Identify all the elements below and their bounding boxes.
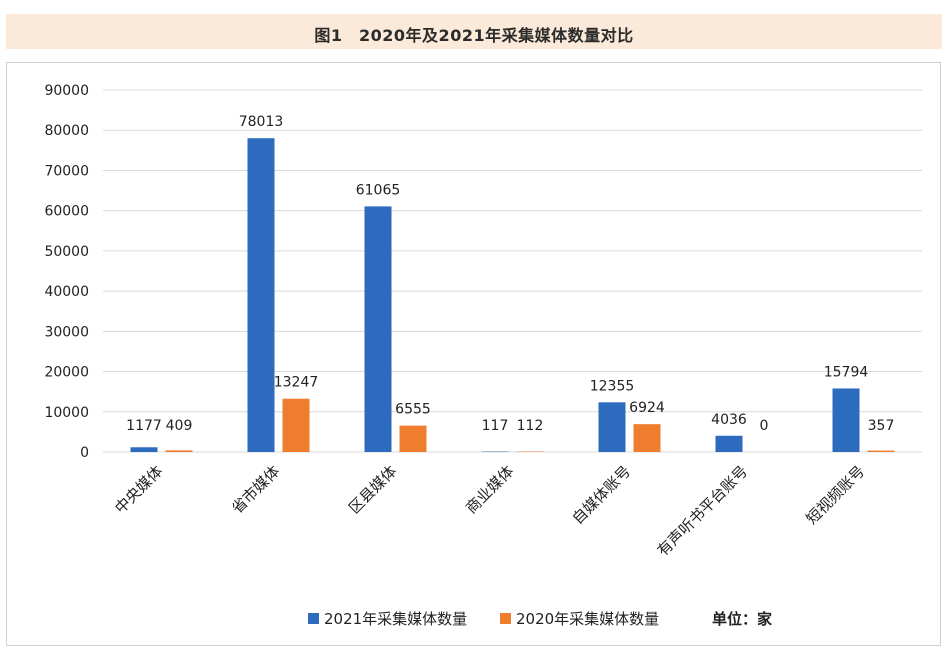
- y-tick-label: 10000: [44, 405, 89, 421]
- bar: [165, 450, 193, 452]
- x-category-label: 省市媒体: [228, 462, 283, 517]
- caption-bar: 图1 2020年及2021年采集媒体数量对比: [6, 14, 942, 49]
- data-label: 357: [868, 418, 895, 434]
- y-tick-label: 70000: [44, 163, 89, 179]
- y-axis-ticks: 0 10000 20000 30000 40000 50000 60000 70000 8000…: [44, 83, 89, 461]
- legend-label-2021: 2021年采集媒体数量: [324, 610, 467, 628]
- data-label: 15794: [824, 364, 869, 380]
- data-label: 6555: [395, 402, 431, 418]
- bar: [247, 138, 275, 453]
- data-label: 409: [166, 418, 193, 434]
- data-label: 61065: [356, 182, 401, 198]
- x-category-label: 自媒体账号: [569, 462, 635, 528]
- data-labels: 1177 409 78013 13247 61065 6555 117 112 12355 692…: [126, 114, 894, 434]
- x-category-label: 商业媒体: [462, 462, 517, 517]
- data-label: 13247: [274, 375, 319, 391]
- bar: [715, 435, 743, 452]
- y-tick-label: 0: [80, 445, 89, 461]
- data-label: 112: [517, 418, 544, 434]
- bar: [399, 425, 427, 452]
- data-label: 12355: [590, 378, 635, 394]
- y-tick-label: 80000: [44, 123, 89, 139]
- figure-caption: 图1 2020年及2021年采集媒体数量对比: [314, 26, 634, 45]
- y-tick-label: 50000: [44, 244, 89, 260]
- chart-frame: [6, 62, 941, 646]
- legend: 2021年采集媒体数量 2020年采集媒体数量 单位：家: [308, 610, 772, 628]
- x-category-label: 区县媒体: [345, 462, 400, 517]
- bar: [598, 402, 626, 452]
- bar: [832, 388, 860, 452]
- x-category-label: 有声听书平台账号: [654, 462, 752, 560]
- bar: [364, 206, 392, 452]
- category-labels: 中央媒体 省市媒体 区县媒体 商业媒体 自媒体账号 有声听书平台账号 短视频账号: [111, 462, 868, 560]
- legend-label-2020: 2020年采集媒体数量: [516, 610, 659, 628]
- data-label: 78013: [239, 114, 284, 130]
- data-label: 1177: [126, 418, 162, 434]
- x-category-label: 中央媒体: [111, 462, 166, 517]
- x-category-label: 短视频账号: [803, 462, 869, 528]
- legend-swatch-2020: [500, 613, 511, 624]
- legend-swatch-2021: [308, 613, 319, 624]
- y-tick-label: 20000: [44, 365, 89, 381]
- bar: [633, 424, 661, 452]
- data-label: 6924: [629, 400, 665, 416]
- gridlines: [103, 89, 922, 453]
- bar: [130, 447, 158, 452]
- bars: [130, 138, 895, 453]
- unit-note: 单位：家: [712, 610, 772, 628]
- data-label: 0: [760, 418, 769, 434]
- y-tick-label: 90000: [44, 83, 89, 99]
- data-label: 4036: [711, 412, 747, 428]
- bar: [867, 450, 895, 452]
- y-tick-label: 60000: [44, 204, 89, 220]
- bar: [282, 398, 310, 452]
- data-label: 117: [482, 418, 509, 434]
- y-tick-label: 30000: [44, 324, 89, 340]
- y-tick-label: 40000: [44, 284, 89, 300]
